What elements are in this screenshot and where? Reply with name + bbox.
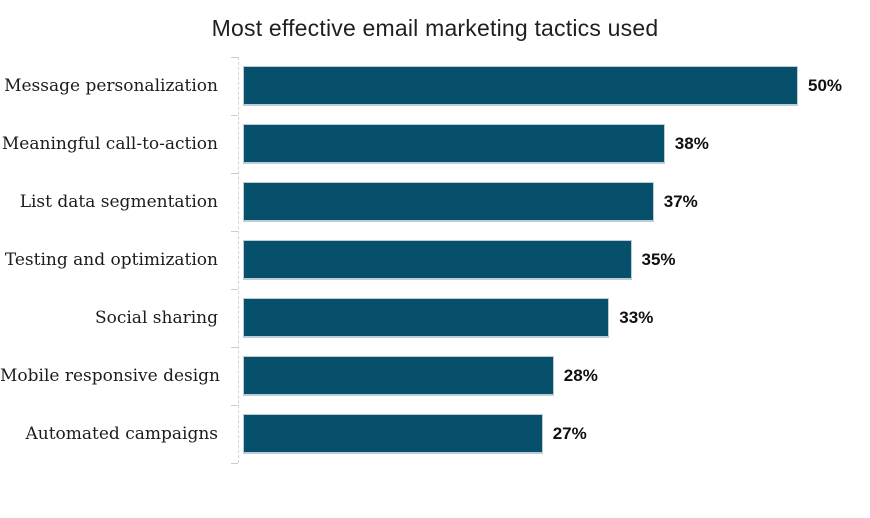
bar-track: 38% xyxy=(231,124,870,164)
axis-tick xyxy=(231,463,238,464)
bar-track: 28% xyxy=(231,356,870,396)
value-label: 35% xyxy=(641,250,676,269)
bar-row: Testing and optimization 35% xyxy=(0,231,870,289)
bar xyxy=(243,240,632,280)
plot-area: Message personalization 50% Meaningful cal… xyxy=(0,57,870,464)
bar-row: Automated campaigns 27% xyxy=(0,405,870,463)
category-label: Social sharing xyxy=(94,308,218,328)
value-label: 33% xyxy=(619,308,654,327)
bar-rows: Message personalization 50% Meaningful cal… xyxy=(0,57,870,463)
bar-row: Mobile responsive design 28% xyxy=(0,347,870,405)
axis-tick xyxy=(231,289,238,290)
bar-row: Meaningful call-to-action 38% xyxy=(0,115,870,173)
axis-tick xyxy=(231,173,238,174)
bar-row: Message personalization 50% xyxy=(0,57,870,115)
bar xyxy=(243,356,554,396)
bar-row: Social sharing 33% xyxy=(0,289,870,347)
bar-track: 37% xyxy=(231,182,870,222)
bar-track: 35% xyxy=(231,240,870,280)
bar-track: 50% xyxy=(231,66,870,106)
chart-title: Most effective email marketing tactics u… xyxy=(211,15,659,41)
axis-tick xyxy=(231,231,238,232)
axis-tick xyxy=(231,405,238,406)
bar xyxy=(243,66,798,106)
bar xyxy=(243,298,610,338)
axis-tick xyxy=(231,57,238,58)
bar-track: 33% xyxy=(231,298,870,338)
category-label: Automated campaigns xyxy=(25,424,218,444)
value-label: 38% xyxy=(674,134,709,153)
value-label: 50% xyxy=(808,76,843,95)
category-label: Testing and optimization xyxy=(4,250,218,270)
bar-row: List data segmentation 37% xyxy=(0,173,870,231)
value-label: 37% xyxy=(663,192,698,211)
y-axis-line xyxy=(238,57,239,463)
value-label: 27% xyxy=(552,424,587,443)
category-label: Message personalization xyxy=(4,76,218,96)
category-label: Meaningful call-to-action xyxy=(1,134,218,154)
axis-tick xyxy=(231,347,238,348)
category-label: List data segmentation xyxy=(19,192,218,212)
category-label: Mobile responsive design xyxy=(0,366,221,386)
bar xyxy=(243,414,543,454)
value-label: 28% xyxy=(563,366,598,385)
axis-tick xyxy=(231,115,238,116)
bar xyxy=(243,124,665,164)
bar xyxy=(243,182,654,222)
bar-track: 27% xyxy=(231,414,870,454)
